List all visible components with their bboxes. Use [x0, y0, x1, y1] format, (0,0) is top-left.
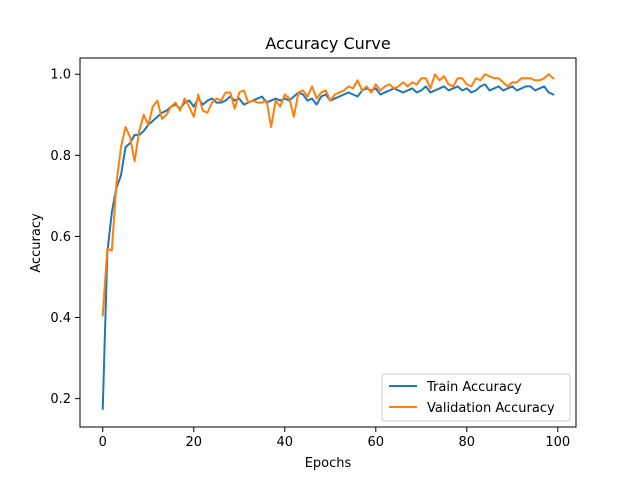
y-axis-label: Accuracy [29, 213, 44, 273]
plot-frame [79, 57, 577, 428]
validation-accuracy-line [101, 73, 555, 317]
x-axis-label: Epochs [305, 456, 352, 471]
y-tick-label: 1.0 [50, 68, 71, 83]
series-lines [101, 73, 555, 410]
y-axis: 0.2 0.4 0.6 0.8 1.0 [50, 68, 80, 407]
x-tick-label: 100 [545, 435, 570, 450]
y-tick-label: 0.2 [50, 392, 71, 407]
x-tick-label: 40 [276, 435, 293, 450]
y-tick-label: 0.4 [50, 311, 71, 326]
x-tick-label: 80 [459, 435, 476, 450]
x-axis: 0 20 40 60 80 100 [99, 427, 570, 450]
legend-label-validation: Validation Accuracy [427, 401, 555, 416]
x-tick-label: 0 [99, 435, 107, 450]
x-tick-label: 20 [185, 435, 202, 450]
y-tick-label: 0.8 [50, 149, 71, 164]
x-tick-label: 60 [368, 435, 385, 450]
y-tick-label: 0.6 [50, 230, 71, 245]
legend: Train Accuracy Validation Accuracy [381, 373, 571, 422]
legend-label-train: Train Accuracy [426, 380, 522, 395]
legend-box [381, 373, 571, 422]
chart-title: Accuracy Curve [265, 34, 390, 53]
